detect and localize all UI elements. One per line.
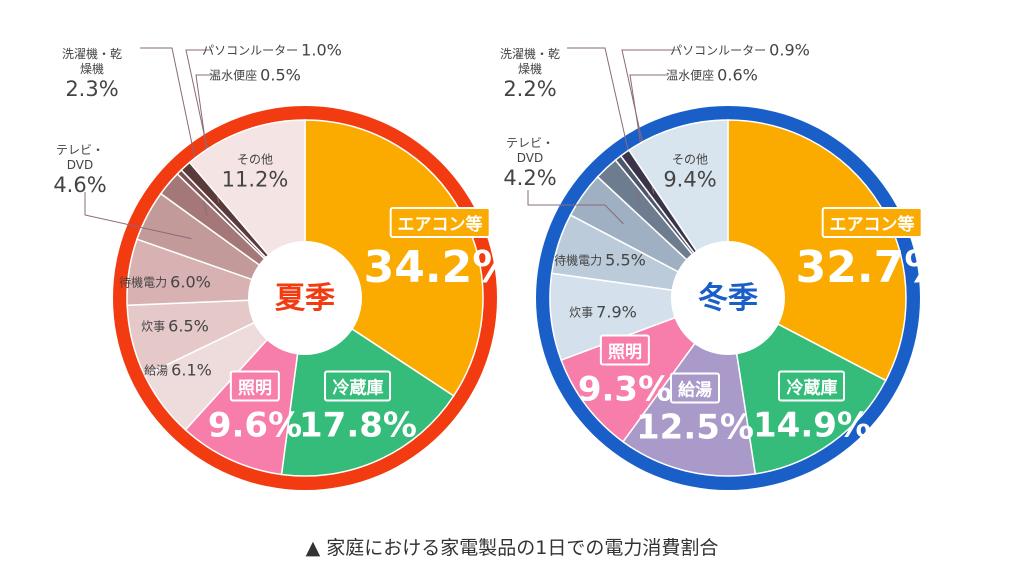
leader-line — [527, 190, 624, 225]
slice-label: 冷蔵庫 17.8% — [299, 370, 417, 446]
category-label: パソコンルーター — [670, 43, 767, 58]
category-label: 待機電力 — [554, 253, 603, 268]
value-label: 34.2% — [363, 242, 517, 293]
category-label: エアコン等 — [389, 207, 491, 238]
slice-label: 照明 9.3% — [577, 334, 673, 410]
center-title: 冬季 — [698, 281, 758, 316]
slice-label: その他 11.2% — [222, 153, 289, 192]
category-label: エアコン等 — [821, 207, 923, 238]
category-label: 待機電力 — [119, 275, 168, 290]
slice-label: 洗濯機・乾燥機 2.2% — [500, 47, 560, 101]
value-label: 4.6% — [53, 173, 107, 197]
center-title: 夏季 — [275, 281, 335, 316]
category-label: 照明 — [229, 370, 280, 402]
category-label: その他 — [671, 152, 709, 167]
slice-label: エアコン等 32.7% — [795, 207, 949, 293]
slice-label: テレビ・DVD 4.6% — [50, 143, 110, 197]
category-label: 冷蔵庫 — [324, 370, 392, 402]
value-label: 2.2% — [503, 77, 557, 101]
value-label: 12.5% — [636, 407, 754, 448]
slice-label: 給湯 6.1% — [144, 361, 212, 380]
category-label: 炊事 — [141, 319, 166, 334]
category-label: 洗濯機・乾燥機 — [500, 47, 561, 76]
category-label: テレビ・DVD — [505, 136, 554, 165]
value-label: 1.0% — [301, 40, 342, 60]
category-label: 冷蔵庫 — [778, 370, 846, 402]
slice-label: 給湯 12.5% — [636, 372, 754, 448]
value-label: 6.5% — [168, 316, 209, 336]
slice-label: 照明 9.6% — [207, 370, 303, 446]
slice-label: 待機電力 5.5% — [554, 251, 646, 270]
category-label: その他 — [236, 152, 273, 167]
slice-label: 温水便座 0.5% — [209, 66, 301, 85]
value-label: 4.2% — [503, 166, 557, 190]
category-label: 洗濯機・乾燥機 — [62, 47, 123, 76]
value-label: 0.5% — [260, 65, 301, 85]
center-hole — [248, 241, 362, 355]
value-label: 6.1% — [171, 360, 212, 380]
category-label: テレビ・DVD — [55, 143, 104, 172]
value-label: 5.5% — [605, 250, 646, 270]
value-label: 14.9% — [753, 405, 871, 446]
value-label: 9.4% — [663, 167, 717, 192]
slice-label: エアコン等 34.2% — [363, 207, 517, 293]
category-label: 温水便座 — [666, 68, 715, 83]
slice-label: 待機電力 6.0% — [119, 273, 211, 292]
slice-label: 冷蔵庫 14.9% — [753, 370, 871, 446]
value-label: 9.3% — [577, 369, 673, 410]
category-label: 炊事 — [569, 305, 594, 320]
value-label: 17.8% — [299, 405, 417, 446]
slice-label: テレビ・DVD 4.2% — [500, 136, 560, 190]
slice-label: 洗濯機・乾燥機 2.3% — [62, 47, 122, 101]
value-label: 11.2% — [221, 167, 289, 192]
value-label: 7.9% — [596, 302, 637, 322]
category-label: パソコンルーター — [202, 43, 299, 58]
value-label: 9.6% — [207, 405, 303, 446]
caption: ▲ 家庭における家電製品の1日での電力消費割合 — [305, 537, 719, 559]
slice-label: 炊事 6.5% — [141, 317, 209, 336]
value-label: 0.9% — [769, 40, 810, 60]
category-label: 給湯 — [670, 372, 720, 404]
category-label: 温水便座 — [209, 68, 258, 83]
value-label: 2.3% — [65, 77, 119, 101]
center-hole — [671, 241, 785, 355]
slice-label: パソコンルーター 0.9% — [670, 41, 810, 60]
category-label: 給湯 — [144, 363, 169, 378]
slice-label: 温水便座 0.6% — [666, 66, 758, 85]
leader-line — [84, 192, 192, 240]
value-label: 0.6% — [717, 65, 758, 85]
slice-label: 炊事 7.9% — [569, 303, 637, 322]
slice-label: パソコンルーター 1.0% — [202, 41, 342, 60]
value-label: 6.0% — [170, 272, 211, 292]
category-label: 照明 — [599, 334, 650, 366]
value-label: 32.7% — [795, 242, 949, 293]
slice-label: その他 9.4% — [663, 153, 716, 192]
